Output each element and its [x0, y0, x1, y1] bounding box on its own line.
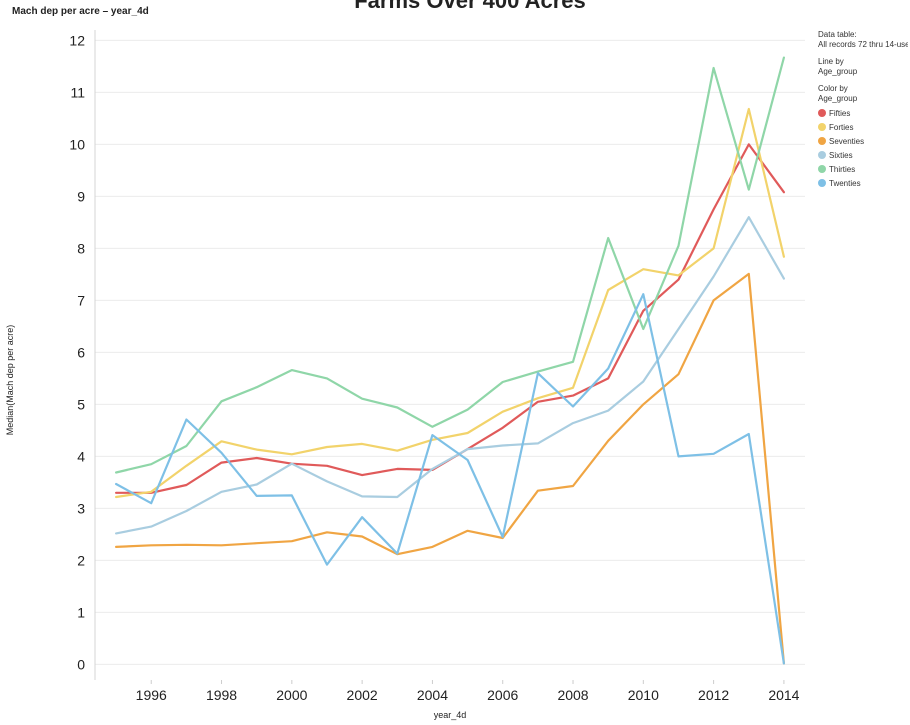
legend-swatch [818, 123, 826, 131]
y-tick-label: 3 [77, 500, 85, 516]
series-line-forties[interactable] [114, 107, 786, 499]
y-tick-label: 6 [77, 344, 85, 360]
legend-line-by-label: Line by [818, 57, 844, 66]
legend-data-table-label: Data table: [818, 30, 857, 39]
legend-swatch [818, 137, 826, 145]
legend-item-label: Thirties [829, 164, 856, 174]
legend-item-fifties[interactable]: Fifties [818, 106, 908, 120]
legend-swatch [818, 151, 826, 159]
legend-item-sixties[interactable]: Sixties [818, 148, 908, 162]
chart-main-title: Farms Over 400 Acres [354, 0, 586, 13]
series-line-seventies[interactable] [114, 272, 786, 665]
legend-swatch [818, 165, 826, 173]
series-line-twenties[interactable] [114, 293, 786, 665]
x-tick-label: 2002 [347, 687, 378, 703]
y-tick-label: 1 [77, 604, 85, 620]
x-axis-label: year_4d [433, 710, 467, 720]
legend-line-by-value[interactable]: Age_group [818, 67, 858, 76]
x-tick-label: 2012 [698, 687, 729, 703]
legend-swatch [818, 109, 826, 117]
x-tick-label: 1998 [206, 687, 237, 703]
y-tick-label: 4 [77, 448, 85, 464]
y-tick-label: 12 [69, 32, 85, 48]
legend-panel: Data table: All records 72 thru 14-useab… [818, 30, 908, 190]
y-tick-label: 7 [77, 292, 85, 308]
legend-item-thirties[interactable]: Thirties [818, 162, 908, 176]
chart-subtitle: Mach dep per acre – year_4d [12, 6, 149, 17]
legend-item-forties[interactable]: Forties [818, 120, 908, 134]
legend-item-label: Sixties [829, 150, 853, 160]
legend-item-twenties[interactable]: Twenties [818, 176, 908, 190]
x-tick-label: 2000 [276, 687, 307, 703]
y-tick-label: 5 [77, 396, 85, 412]
y-tick-label: 0 [77, 656, 85, 672]
y-tick-label: 11 [70, 84, 85, 100]
series-line-thirties[interactable] [114, 56, 786, 474]
y-tick-label: 10 [69, 136, 85, 152]
legend-item-label: Forties [829, 122, 854, 132]
x-tick-label: 1996 [136, 687, 167, 703]
legend-item-label: Fifties [829, 108, 851, 118]
y-tick-label: 9 [77, 188, 85, 204]
legend-item-seventies[interactable]: Seventies [818, 134, 908, 148]
x-tick-label: 2004 [417, 687, 448, 703]
y-tick-label: 2 [77, 552, 85, 568]
x-tick-label: 2010 [628, 687, 659, 703]
x-tick-label: 2014 [768, 687, 799, 703]
legend-items: Fifties Forties Seventies Sixties Thirties Tw… [818, 106, 908, 190]
legend-data-table-value[interactable]: All records 72 thru 14-useabl [818, 40, 908, 49]
series-line-sixties[interactable] [114, 216, 786, 535]
legend-item-label: Seventies [829, 136, 865, 146]
y-tick-label: 8 [77, 240, 85, 256]
x-tick-label: 2008 [557, 687, 588, 703]
legend-color-by-value[interactable]: Age_group [818, 94, 858, 103]
legend-item-label: Twenties [829, 178, 861, 188]
x-tick-label: 2006 [487, 687, 518, 703]
legend-color-by-label: Color by [818, 84, 848, 93]
legend-swatch [818, 179, 826, 187]
